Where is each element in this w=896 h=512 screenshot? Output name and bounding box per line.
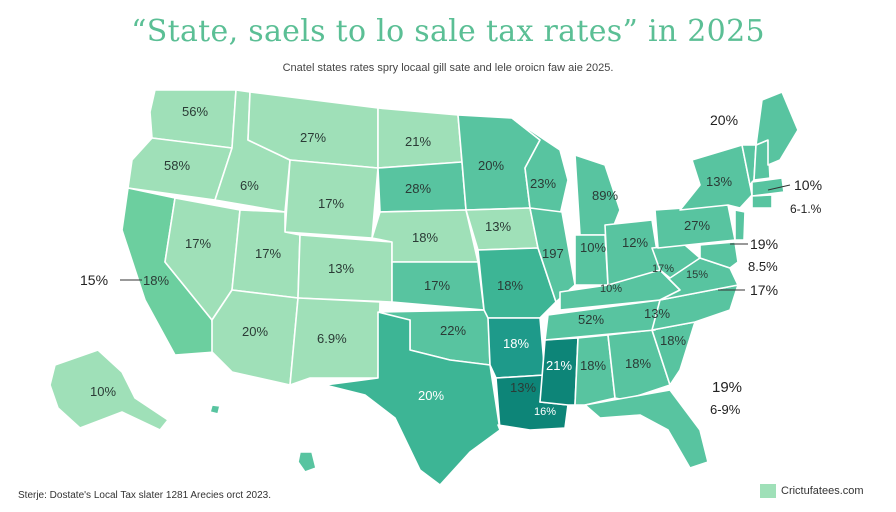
label-ut: 17% — [255, 246, 281, 261]
label-la: 13% — [510, 380, 536, 395]
label-ky: 52% — [578, 312, 604, 327]
label-sd: 28% — [405, 181, 431, 196]
label-ok: 22% — [440, 323, 466, 338]
label-va: 15% — [686, 269, 708, 281]
label-mi: 89% — [592, 188, 618, 203]
label-in: 10% — [580, 240, 606, 255]
callout-lines — [120, 184, 791, 291]
label-oh: 12% — [622, 235, 648, 250]
label-sc: 18% — [660, 333, 686, 348]
label-nv: 17% — [185, 236, 211, 251]
label-wy: 17% — [318, 196, 344, 211]
label-la2: 16% — [534, 406, 556, 418]
label-pa: 27% — [684, 218, 710, 233]
state-ms[interactable] — [539, 337, 579, 406]
state-fl[interactable] — [584, 389, 709, 469]
label-tn: 13% — [644, 306, 670, 321]
label-ms: 21% — [546, 358, 572, 373]
label-mo: 18% — [497, 278, 523, 293]
callout-ne-right: 10% — [794, 177, 822, 193]
state-me[interactable] — [755, 91, 799, 166]
label-ne: 18% — [412, 230, 438, 245]
state-ak[interactable] — [49, 349, 169, 431]
state-hi-1[interactable] — [209, 404, 221, 415]
callout-fl-range: 6-9% — [710, 402, 741, 417]
state-tx[interactable] — [324, 311, 501, 486]
label-id: 6% — [240, 178, 259, 193]
label-nd: 21% — [405, 134, 431, 149]
callout-md-right: 19% — [750, 236, 778, 252]
label-wa: 56% — [182, 104, 208, 119]
state-md[interactable] — [699, 241, 739, 269]
label-co: 13% — [328, 261, 354, 276]
legend-label: Crictufatees.com — [781, 485, 864, 497]
label-ky2: 10% — [600, 283, 622, 295]
callout-line-ne — [767, 184, 791, 191]
label-mn: 20% — [478, 158, 504, 173]
label-ga: 18% — [625, 356, 651, 371]
label-wi: 23% — [530, 176, 556, 191]
callout-ne-range: 6-1.% — [790, 202, 822, 216]
label-ar: 18% — [503, 336, 529, 351]
state-nj[interactable] — [734, 209, 746, 241]
label-wv: 17% — [652, 263, 674, 275]
label-mt: 27% — [300, 130, 326, 145]
label-nm: 6.9% — [317, 331, 347, 346]
state-labels: 56% 58% 18% 6% 17% 27% 17% 17% 20% 13% 6… — [90, 104, 732, 418]
legend: Crictufatees.com — [760, 484, 864, 498]
label-or: 58% — [164, 158, 190, 173]
callout-ca-left: 15% — [80, 272, 108, 288]
label-tx: 20% — [418, 388, 444, 403]
callout-de-right: 8.5% — [748, 259, 778, 274]
state-ct[interactable] — [751, 194, 773, 209]
label-ca: 18% — [143, 273, 169, 288]
source-note: Sterje: Dostate's Local Tax slater 1281 … — [18, 490, 271, 501]
legend-swatch — [760, 484, 776, 498]
state-nm[interactable] — [289, 297, 381, 386]
callout-fl-right: 19% — [712, 379, 742, 396]
state-hi-2[interactable] — [297, 451, 317, 473]
map-title: “State, saels to lo sale tax rates” in 2… — [131, 14, 765, 49]
label-ny: 13% — [706, 174, 732, 189]
callouts: 15% 20% 10% 6-1.% 19% 8.5% 17% 19% 6-9% — [80, 112, 822, 417]
label-ks: 17% — [424, 278, 450, 293]
label-al: 18% — [580, 358, 606, 373]
callout-nc-right: 17% — [750, 282, 778, 298]
label-ak: 10% — [90, 384, 116, 399]
state-ma[interactable] — [751, 177, 785, 197]
map-subtitle: Cnatel states rates spry locaal gill sat… — [282, 62, 614, 74]
state-mi[interactable] — [574, 154, 621, 236]
callout-me-top: 20% — [710, 112, 738, 128]
label-az: 20% — [242, 324, 268, 339]
state-or[interactable] — [127, 137, 233, 201]
label-ia: 13% — [485, 219, 511, 234]
label-il: 197 — [542, 246, 564, 261]
